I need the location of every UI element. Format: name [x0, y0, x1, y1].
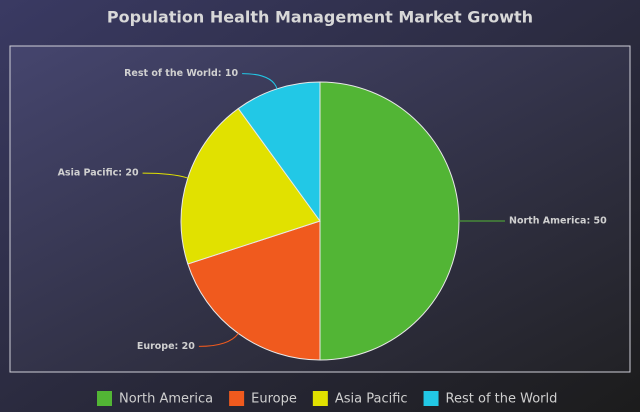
leader-line: [242, 73, 278, 89]
pie-slice: [319, 81, 460, 361]
legend-swatch: [97, 391, 112, 406]
legend-swatch: [229, 391, 245, 406]
leader-line: [142, 172, 188, 179]
pie-slice: [180, 107, 321, 265]
pie-slice: [237, 81, 321, 223]
legend-swatch: [312, 391, 328, 406]
data-label: Rest of the World: 10: [124, 68, 238, 79]
legend-label: Rest of the World: [446, 392, 558, 407]
leader-line: [198, 333, 239, 347]
pie-slice: [187, 220, 321, 361]
legend-label: Asia Pacific: [335, 392, 408, 407]
legend-swatch: [423, 391, 439, 406]
legend-label: Europe: [251, 392, 297, 407]
data-label: Europe: 20: [137, 341, 195, 352]
data-label: North America: 50: [509, 216, 607, 227]
chart-title: Population Health Management Market Grow…: [107, 8, 533, 27]
legend-label: North America: [119, 392, 213, 407]
data-label: Asia Pacific: 20: [58, 168, 139, 179]
